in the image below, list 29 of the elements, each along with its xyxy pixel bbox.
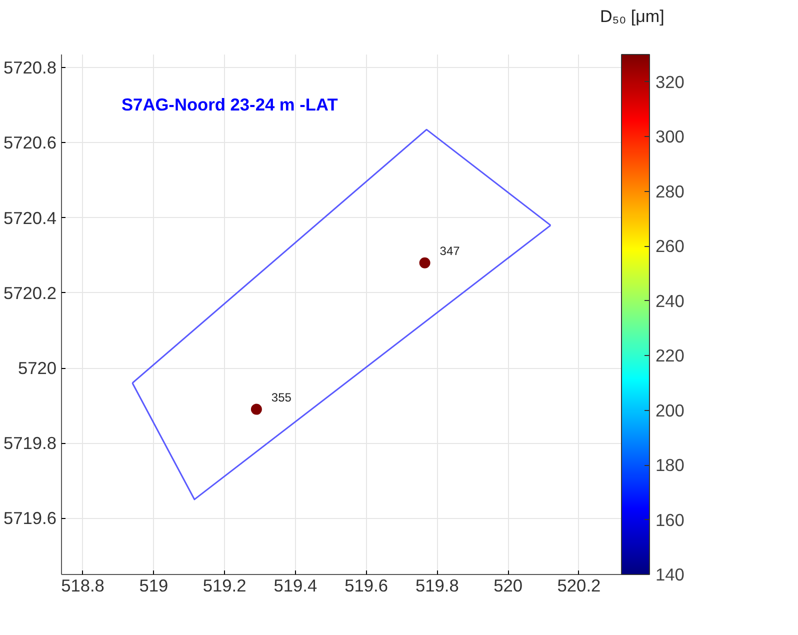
color-bar-label: 160 [656,510,684,530]
color-bar-label: 240 [656,290,684,311]
x-tick-label: 518.8 [61,576,104,596]
x-tick-label: 519.2 [202,576,246,596]
color-bar-label: 140 [656,564,684,584]
y-tick-label: 5720.4 [4,208,57,228]
x-tick-label: 519 [139,576,168,596]
color-bar-label: 260 [656,236,684,256]
y-tick-label: 5719.6 [4,508,56,528]
y-tick-label: 5720.8 [4,58,56,78]
annotation: 347 [440,244,460,258]
y-tick-label: 5720.6 [4,132,56,153]
x-tick-label: 519.4 [274,576,318,596]
x-tick-label: 520.2 [557,576,601,596]
y-tick-label: 5720 [18,358,57,378]
color-bar-label: 220 [656,346,684,366]
x-tick-label: 520 [494,576,523,596]
color-bar-title: D₅₀ [μm] [600,6,664,28]
color-bar-label: 300 [656,126,684,147]
x-tick-label: 519.6 [344,576,388,596]
x-tick-label: 519.8 [416,576,459,596]
y-tick-label: 5719.8 [4,433,56,454]
y-tick-label: 5720.2 [4,282,56,303]
annotation: 355 [271,390,292,404]
color-bar-label: 180 [656,455,684,476]
color-bar-label: 280 [656,181,684,202]
color-bar-label: 320 [656,72,684,92]
color-bar-label: 200 [656,400,684,420]
annotation: S7AG-Noord 23-24 m -LAT [122,94,338,114]
